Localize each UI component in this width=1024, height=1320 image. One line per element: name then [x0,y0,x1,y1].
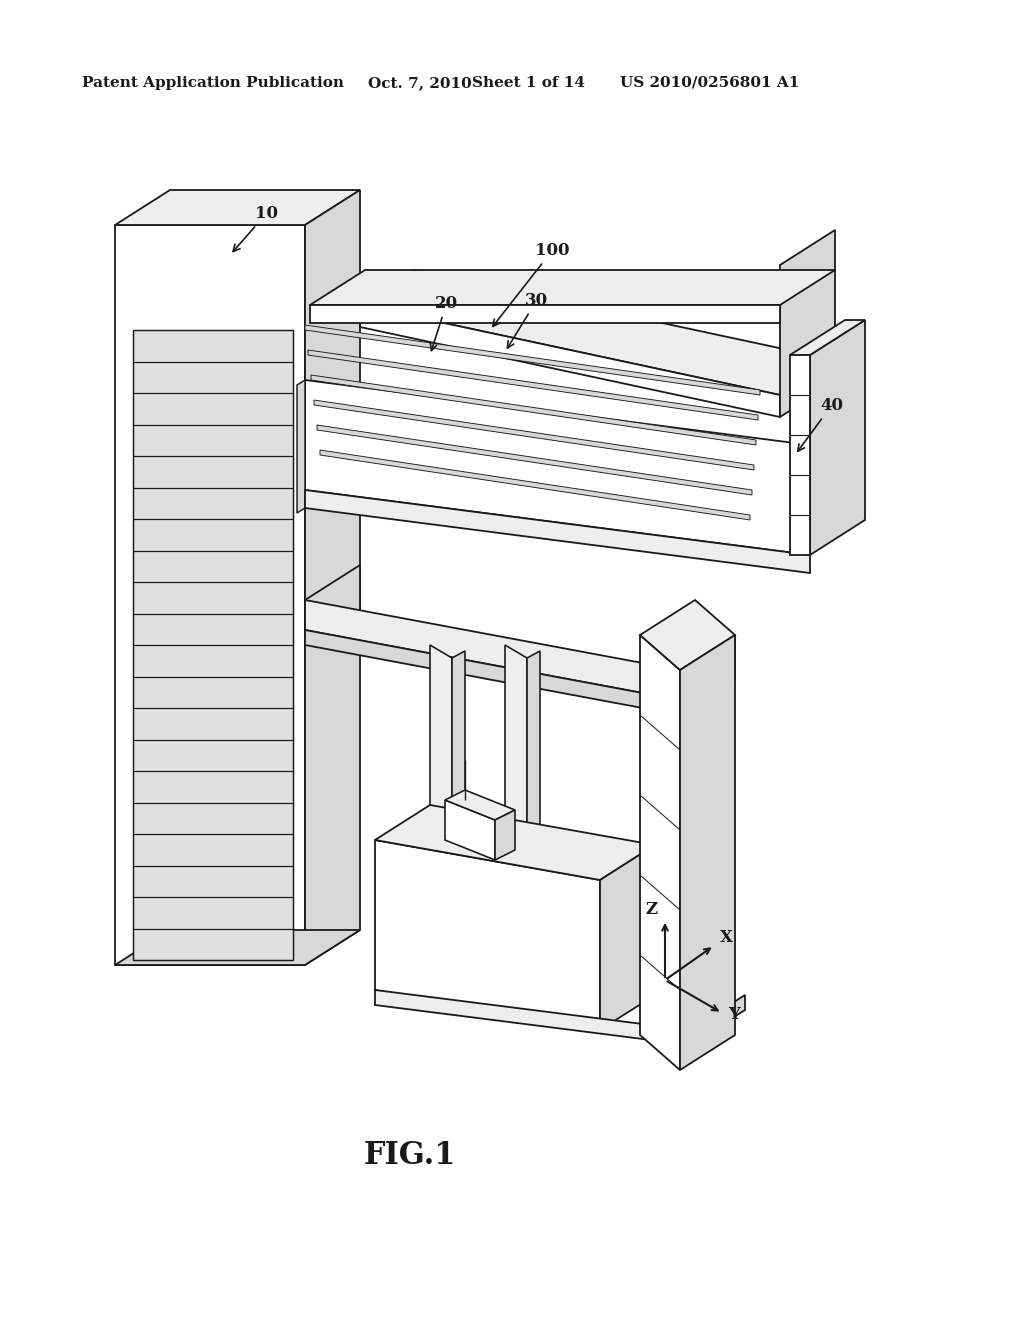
Polygon shape [305,565,360,645]
Text: 40: 40 [798,397,843,451]
Text: US 2010/0256801 A1: US 2010/0256801 A1 [620,77,800,90]
Polygon shape [790,319,865,355]
Text: Patent Application Publication: Patent Application Publication [82,77,344,90]
Polygon shape [690,995,745,1045]
Polygon shape [600,845,655,1030]
Polygon shape [311,375,756,445]
Polygon shape [375,990,690,1045]
Polygon shape [133,330,293,960]
Text: 30: 30 [508,292,548,348]
Polygon shape [527,651,540,853]
Text: Y: Y [728,1006,740,1023]
Polygon shape [375,840,600,1030]
Polygon shape [314,400,754,470]
Polygon shape [640,601,735,671]
Polygon shape [115,224,305,965]
Polygon shape [305,325,760,395]
Polygon shape [445,789,515,820]
Polygon shape [452,651,465,853]
Polygon shape [305,380,810,554]
Polygon shape [310,271,835,305]
Text: X: X [720,928,733,945]
Polygon shape [375,805,655,880]
Polygon shape [790,355,810,554]
Polygon shape [495,810,515,861]
Polygon shape [310,305,780,323]
Polygon shape [360,305,780,417]
Polygon shape [305,190,360,965]
Polygon shape [505,645,527,853]
Polygon shape [680,635,735,1071]
Text: 20: 20 [430,294,458,351]
Polygon shape [680,635,735,715]
Polygon shape [317,425,752,495]
Text: Oct. 7, 2010: Oct. 7, 2010 [368,77,472,90]
Polygon shape [115,190,360,224]
Polygon shape [305,490,810,573]
Text: FIG.1: FIG.1 [364,1139,456,1171]
Polygon shape [115,931,360,965]
Polygon shape [360,271,835,395]
Text: 100: 100 [493,242,569,326]
Polygon shape [780,230,835,417]
Polygon shape [308,350,758,420]
Polygon shape [297,380,305,513]
Polygon shape [430,645,452,853]
Text: Sheet 1 of 14: Sheet 1 of 14 [472,77,585,90]
Polygon shape [319,450,750,520]
Text: Z: Z [645,902,657,917]
Polygon shape [445,800,495,861]
Polygon shape [640,635,680,1071]
Polygon shape [305,630,680,715]
Polygon shape [810,319,865,554]
Polygon shape [305,601,680,700]
Text: 10: 10 [233,205,278,252]
